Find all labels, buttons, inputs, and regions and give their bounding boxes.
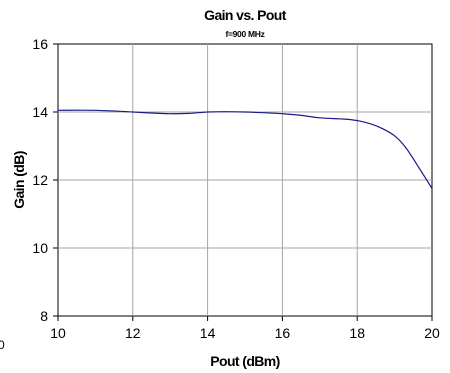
x-tick-label: 18	[349, 325, 365, 341]
x-tick-label: 10	[50, 325, 66, 341]
x-tick-label: 16	[275, 325, 291, 341]
y-tick-label: 14	[32, 104, 48, 120]
chart-title: Gain vs. Pout	[204, 7, 287, 23]
grid	[58, 44, 432, 316]
axes	[53, 43, 433, 321]
chart-subtitle: f=900 MHz	[225, 29, 264, 39]
x-tick-label: 14	[200, 325, 216, 341]
gain-series-line	[57, 109, 433, 189]
y-tick-label: 8	[40, 308, 48, 324]
edge-tick-fragment: 0	[0, 338, 5, 352]
x-tick-label: 20	[424, 325, 440, 341]
x-axis-label: Pout (dBm)	[210, 353, 279, 369]
y-axis-label: Gain (dB)	[11, 151, 27, 209]
series-layer	[57, 109, 433, 189]
y-tick-label: 10	[32, 240, 48, 256]
x-tick-label: 12	[125, 325, 141, 341]
y-tick-label: 12	[32, 172, 48, 188]
y-tick-label: 16	[32, 36, 48, 52]
